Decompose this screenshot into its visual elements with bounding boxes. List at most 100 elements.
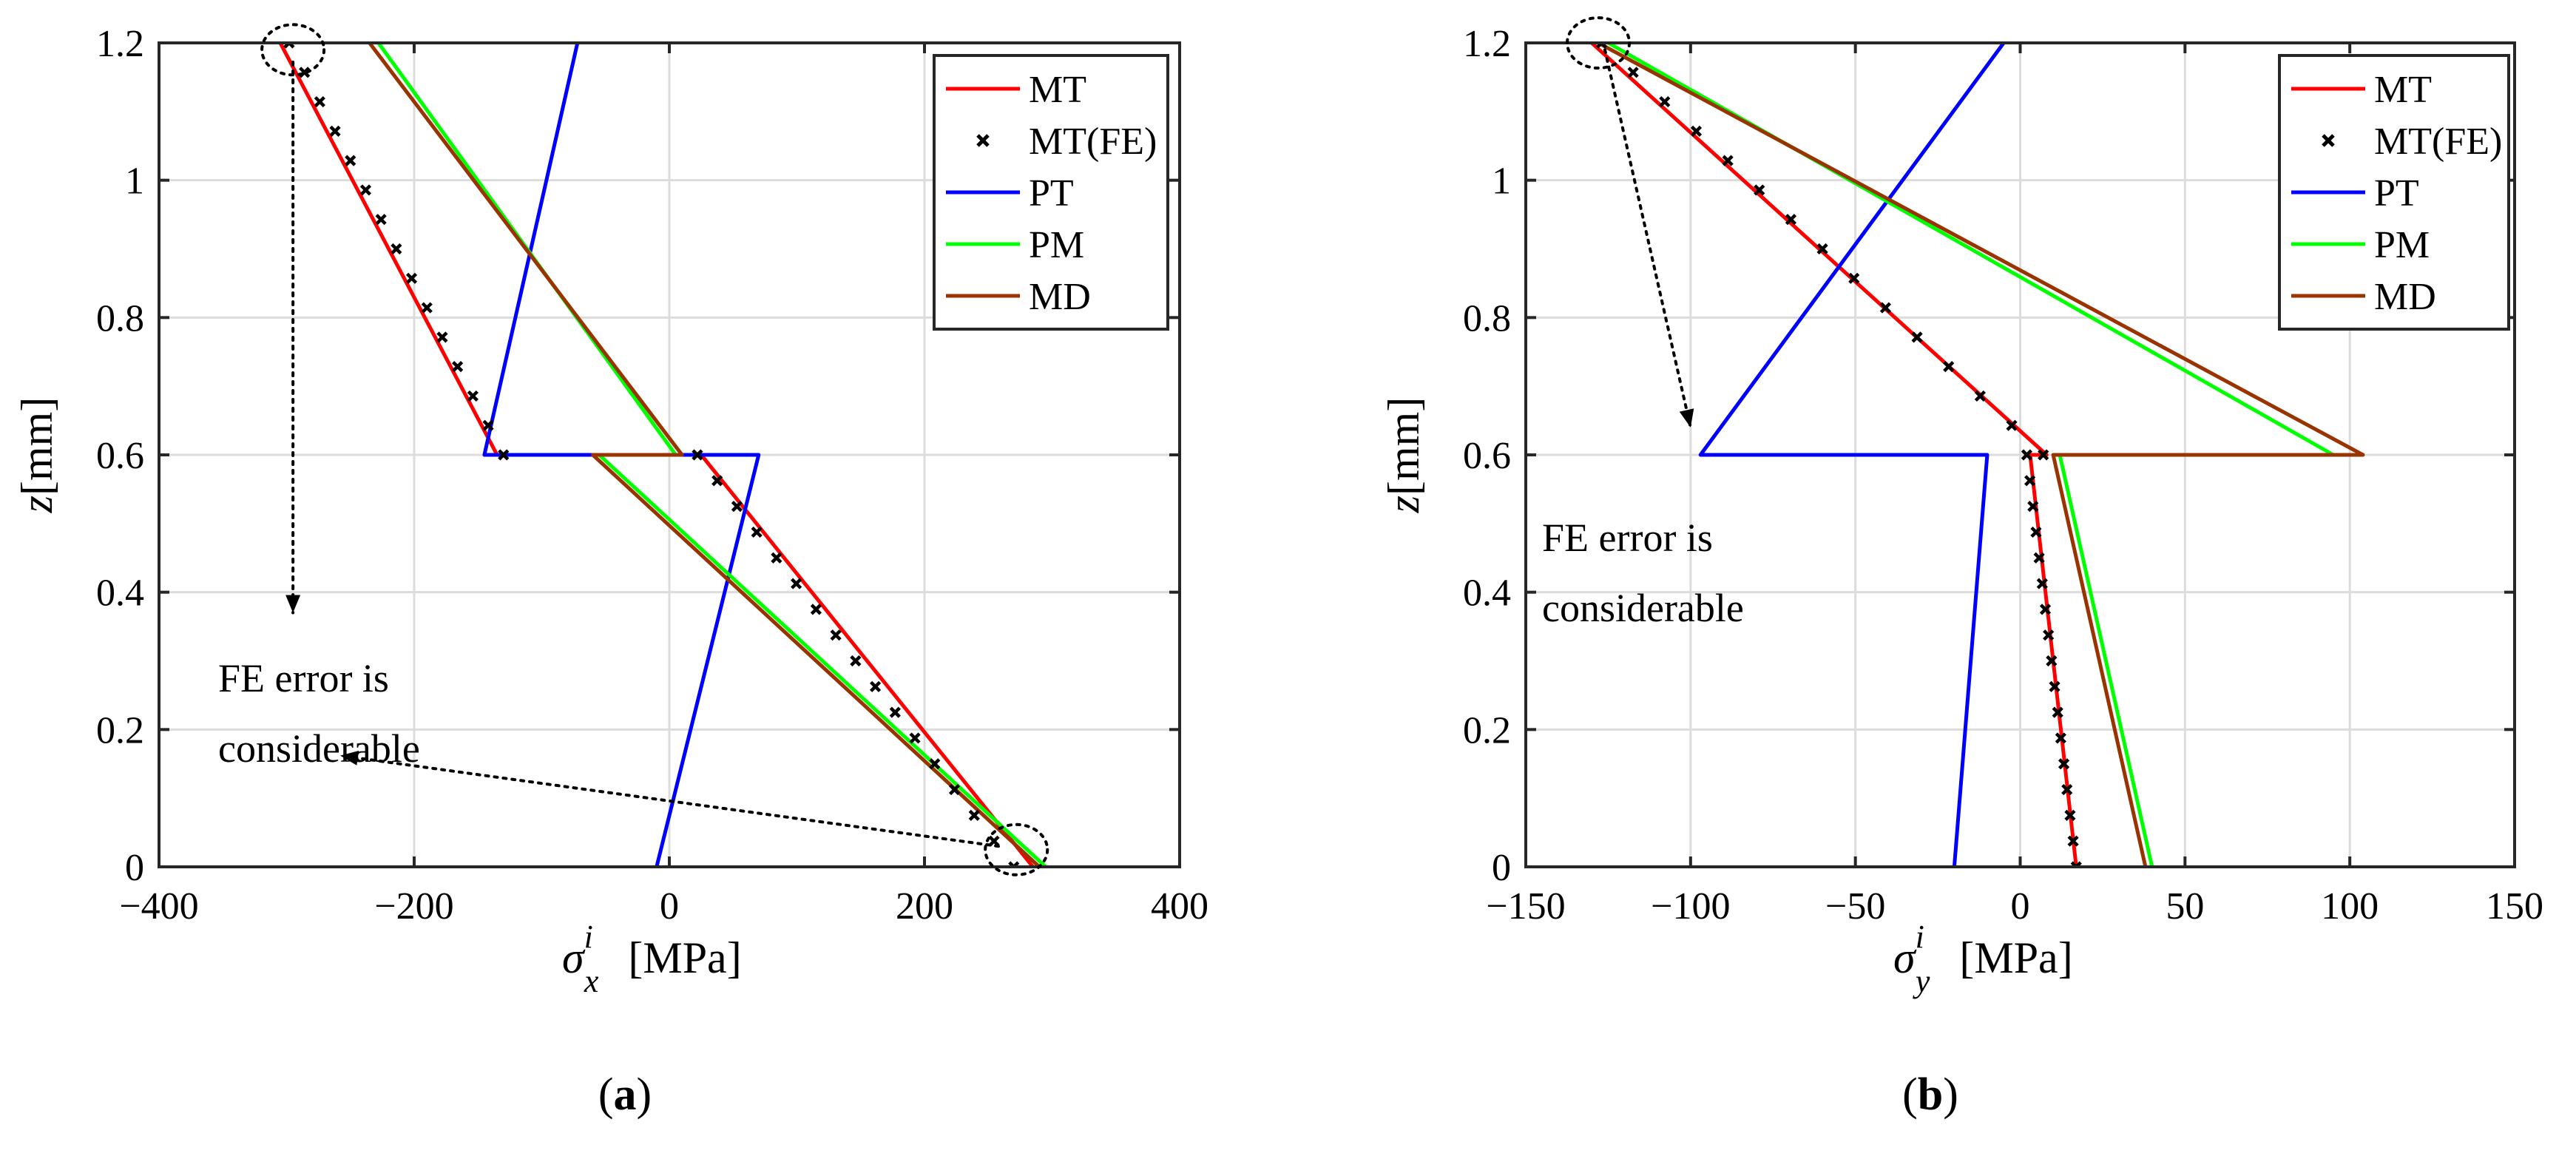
fe-marker	[751, 526, 763, 538]
y-tick-label: 0.8	[1463, 297, 1511, 339]
x-tick-label: 0	[2011, 885, 2030, 927]
series-line-md	[368, 43, 1041, 867]
y-tick-label: 0.4	[1463, 572, 1511, 615]
fe-marker	[1816, 243, 1828, 255]
annotation-arrowhead	[339, 750, 359, 766]
x-tick-label: −400	[119, 885, 198, 927]
fe-marker	[929, 758, 941, 770]
fe-marker	[731, 501, 743, 513]
fe-marker	[345, 155, 356, 166]
y-axis-label: z[mm]	[1379, 397, 1428, 514]
fe-marker	[2006, 419, 2018, 431]
fe-marker	[830, 629, 842, 641]
fe-marker	[850, 655, 862, 667]
legend: MT MT(FE) PT PM MD	[933, 54, 1169, 331]
y-tick-label: 0	[1492, 847, 1511, 889]
fe-marker	[1754, 184, 1765, 196]
y-tick-label: 0.4	[96, 572, 144, 615]
legend-label: MD	[1029, 276, 1091, 318]
x-axis-symbol: σ	[1893, 933, 1917, 982]
legend: MT MT(FE) PT PM MD	[2278, 54, 2510, 331]
fe-marker	[2024, 475, 2036, 487]
fe-marker	[1627, 67, 1639, 78]
y-axis-unit: [mm]	[1379, 397, 1428, 496]
annotation-arrow	[338, 754, 1001, 848]
series-line-pt	[1698, 43, 2006, 867]
annotation-text-line2: considerable	[218, 726, 420, 771]
annotation-text-line2: considerable	[1542, 586, 1744, 630]
x-tick-label: −150	[1486, 885, 1565, 927]
y-tick-label: 0.8	[96, 297, 144, 339]
fe-marker	[2064, 809, 2076, 821]
panel-label-open: (	[598, 1070, 614, 1120]
y-tick-label: 1	[1492, 160, 1511, 203]
fe-marker	[1595, 43, 1608, 49]
fe-marker	[405, 272, 418, 284]
fe-marker	[2061, 783, 2073, 796]
fe-marker	[2049, 680, 2061, 692]
fe-marker	[498, 449, 510, 461]
x-tick-label: −200	[374, 885, 453, 927]
fe-marker	[1974, 390, 1986, 402]
annotation-arrowhead	[1679, 408, 1694, 428]
fe-marker	[2036, 578, 2048, 589]
x-axis-sup: i	[1916, 919, 1924, 955]
legend-label: PM	[1029, 224, 1084, 266]
x-axis-symbol: σ	[562, 933, 586, 982]
fe-marker	[2052, 706, 2063, 718]
x-tick-label: 0	[660, 885, 679, 927]
x-axis-label: σi y [MPa]	[1893, 919, 2073, 999]
annotation-circle	[1566, 16, 1632, 70]
y-tick-label: 0	[125, 847, 144, 889]
x-tick-label: −50	[1825, 885, 1885, 927]
fe-marker	[1008, 861, 1020, 867]
fe-marker	[359, 184, 372, 196]
annotation-text-line1: FE error is	[218, 656, 389, 700]
x-tick-label: 150	[2486, 885, 2543, 927]
panel-label-close: )	[637, 1070, 652, 1120]
x-tick-label: 100	[2321, 885, 2379, 927]
fe-marker	[889, 706, 901, 718]
fe-marker	[1690, 125, 1703, 137]
fe-marker	[1659, 95, 1671, 108]
legend-label: MD	[2374, 276, 2436, 318]
x-axis-unit: [MPa]	[1959, 933, 2072, 982]
fe-marker	[2038, 449, 2049, 461]
x-axis-label: σi x [MPa]	[562, 919, 742, 999]
fe-marker	[968, 809, 980, 821]
fe-marker	[771, 552, 782, 564]
fe-marker	[810, 604, 822, 615]
legend-label: PT	[1029, 172, 1074, 214]
y-tick-label: 1.2	[1463, 23, 1511, 65]
fe-marker	[467, 390, 479, 402]
annotation-text-line1: FE error is	[1542, 516, 1713, 560]
x-axis-sup: i	[584, 919, 593, 955]
fe-marker	[692, 449, 703, 461]
x-axis-unit: [MPa]	[628, 933, 741, 982]
legend-label: PM	[2374, 224, 2430, 266]
fe-marker	[948, 783, 961, 796]
y-tick-label: 0.6	[1463, 435, 1511, 477]
fe-marker	[1943, 361, 1955, 373]
panel-label-open: (	[1902, 1070, 1918, 1120]
chart-panel-a: −400 −200 0 200 400 0 0.2 0.4 0.6 0.8 1 1.2 σi x [MPa]…	[13, 23, 1208, 1120]
legend-label: MT(FE)	[2374, 121, 2502, 163]
legend-label: MT(FE)	[1029, 121, 1157, 163]
annotation-arrow	[1603, 48, 1692, 429]
series-line-md	[1597, 43, 2365, 867]
x-tick-label: 50	[2166, 885, 2204, 927]
y-tick-label: 0.2	[96, 709, 144, 751]
fe-marker	[1848, 272, 1860, 284]
fe-marker	[482, 419, 494, 431]
fe-marker	[2043, 629, 2055, 641]
x-tick-label: 200	[896, 885, 953, 927]
fe-marker	[2021, 449, 2033, 461]
x-tick-label: −100	[1651, 885, 1730, 927]
fe-marker	[791, 578, 802, 589]
y-tick-label: 1.2	[96, 23, 144, 65]
fe-marker	[1785, 214, 1797, 226]
fe-marker	[283, 43, 295, 49]
fe-marker	[375, 214, 387, 226]
y-axis-symbol: z	[1379, 496, 1428, 513]
x-tick-label: 400	[1151, 885, 1208, 927]
